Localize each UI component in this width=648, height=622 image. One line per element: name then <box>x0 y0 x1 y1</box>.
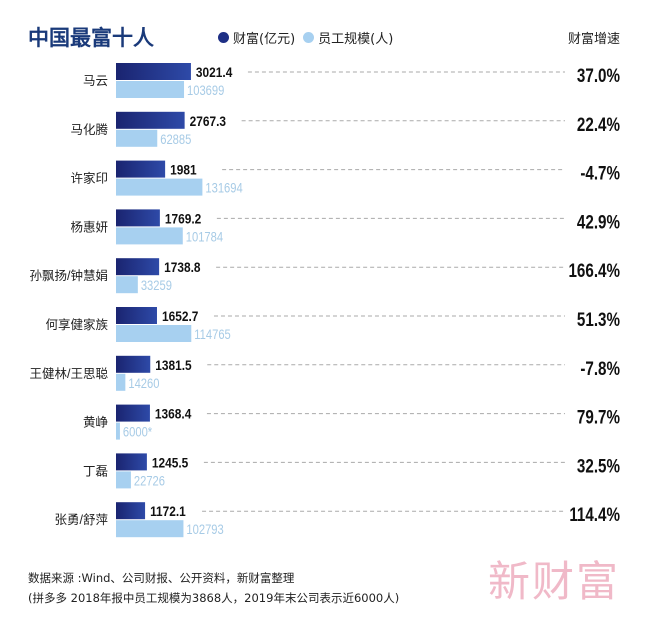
category-label: 丁磊 <box>83 464 108 478</box>
growth-label: 42.9% <box>577 211 620 233</box>
wealth-bar <box>116 502 146 520</box>
category-label: 马化腾 <box>70 122 108 137</box>
growth-label: 114.4% <box>569 504 620 526</box>
category-label: 王健林/王思聪 <box>30 367 109 381</box>
legend-employees-swatch <box>303 32 315 43</box>
wealth-bar <box>116 111 185 129</box>
growth-label: 51.3% <box>577 308 620 330</box>
wealth-bar <box>116 258 160 276</box>
category-label: 张勇/舒萍 <box>55 512 108 527</box>
employee-bar <box>116 325 192 342</box>
employee-value-label: 103699 <box>187 83 224 98</box>
growth-label: 32.5% <box>577 455 620 477</box>
employee-bar <box>116 471 131 489</box>
employee-value-label: 102793 <box>186 522 223 537</box>
employee-value-label: 33259 <box>141 278 172 293</box>
legend: 财富(亿元) 员工规模(人) <box>218 28 393 47</box>
wealth-bar <box>116 160 166 178</box>
employee-bar <box>116 276 138 294</box>
employee-value-label: 101784 <box>186 229 223 244</box>
wealth-bar <box>116 404 150 422</box>
growth-label: -7.8% <box>580 357 620 379</box>
growth-label: 166.4% <box>568 260 620 282</box>
category-label: 黄峥 <box>83 416 108 430</box>
legend-wealth-swatch <box>218 32 229 43</box>
wealth-value-label: 1981 <box>170 162 196 178</box>
employee-value-label: 14260 <box>128 376 159 391</box>
employee-bar <box>116 178 203 196</box>
wealth-bar <box>116 453 147 471</box>
employee-bar <box>116 81 185 98</box>
footnote: (拼多多 2018年报中员工规模为3868人，2019年末公司表示近6000人) <box>28 591 400 605</box>
employee-value-label: 62885 <box>160 132 191 147</box>
category-label: 马云 <box>83 74 108 88</box>
wealth-bar <box>116 209 160 227</box>
category-label: 许家印 <box>70 171 108 186</box>
wealth-bar <box>116 307 157 324</box>
watermark-logo: 新财富 <box>487 557 620 606</box>
chart-title: 中国最富十人 <box>28 26 154 50</box>
employee-value-label: 6000* <box>123 424 152 439</box>
category-label: 杨惠妍 <box>70 219 108 234</box>
wealth-value-label: 1172.1 <box>150 503 186 519</box>
wealth-value-label: 1738.8 <box>164 259 200 275</box>
wealth-value-label: 1769.2 <box>165 210 201 226</box>
growth-label: 79.7% <box>577 406 620 428</box>
employee-bar <box>116 422 120 440</box>
growth-header: 财富增速 <box>567 32 620 47</box>
wealth-value-label: 3021.4 <box>196 64 233 80</box>
category-label: 何享健家族 <box>45 317 108 332</box>
growth-label: -4.7% <box>580 162 620 184</box>
wealth-value-label: 1381.5 <box>155 357 191 373</box>
employee-bar <box>116 373 126 391</box>
wealth-value-label: 1652.7 <box>162 308 198 324</box>
bar-plot: 马云 3021.4 103699 37.0% 马化腾 2767.3 62885 22.4% 许家… <box>30 63 620 538</box>
wealth-bar <box>116 63 191 80</box>
employee-value-label: 131694 <box>205 180 242 195</box>
employee-value-label: 114765 <box>194 327 230 342</box>
employee-bar <box>116 227 183 245</box>
growth-label: 22.4% <box>577 113 620 135</box>
wealth-value-label: 2767.3 <box>190 113 226 129</box>
employee-value-label: 22726 <box>134 473 165 488</box>
wealth-value-label: 1245.5 <box>152 454 188 470</box>
legend-employees-label: 员工规模(人) <box>318 32 394 47</box>
wealth-bar <box>116 355 151 373</box>
growth-label: 37.0% <box>577 64 620 86</box>
employee-bar <box>116 129 158 147</box>
source-note: 数据来源 :Wind、公司财报、公开资料，新财富整理 <box>28 571 295 585</box>
employee-bar <box>116 520 184 538</box>
legend-wealth-label: 财富(亿元) <box>233 32 296 47</box>
category-label: 孙飘扬/钟慧娟 <box>30 268 108 283</box>
wealth-value-label: 1368.4 <box>155 406 192 422</box>
